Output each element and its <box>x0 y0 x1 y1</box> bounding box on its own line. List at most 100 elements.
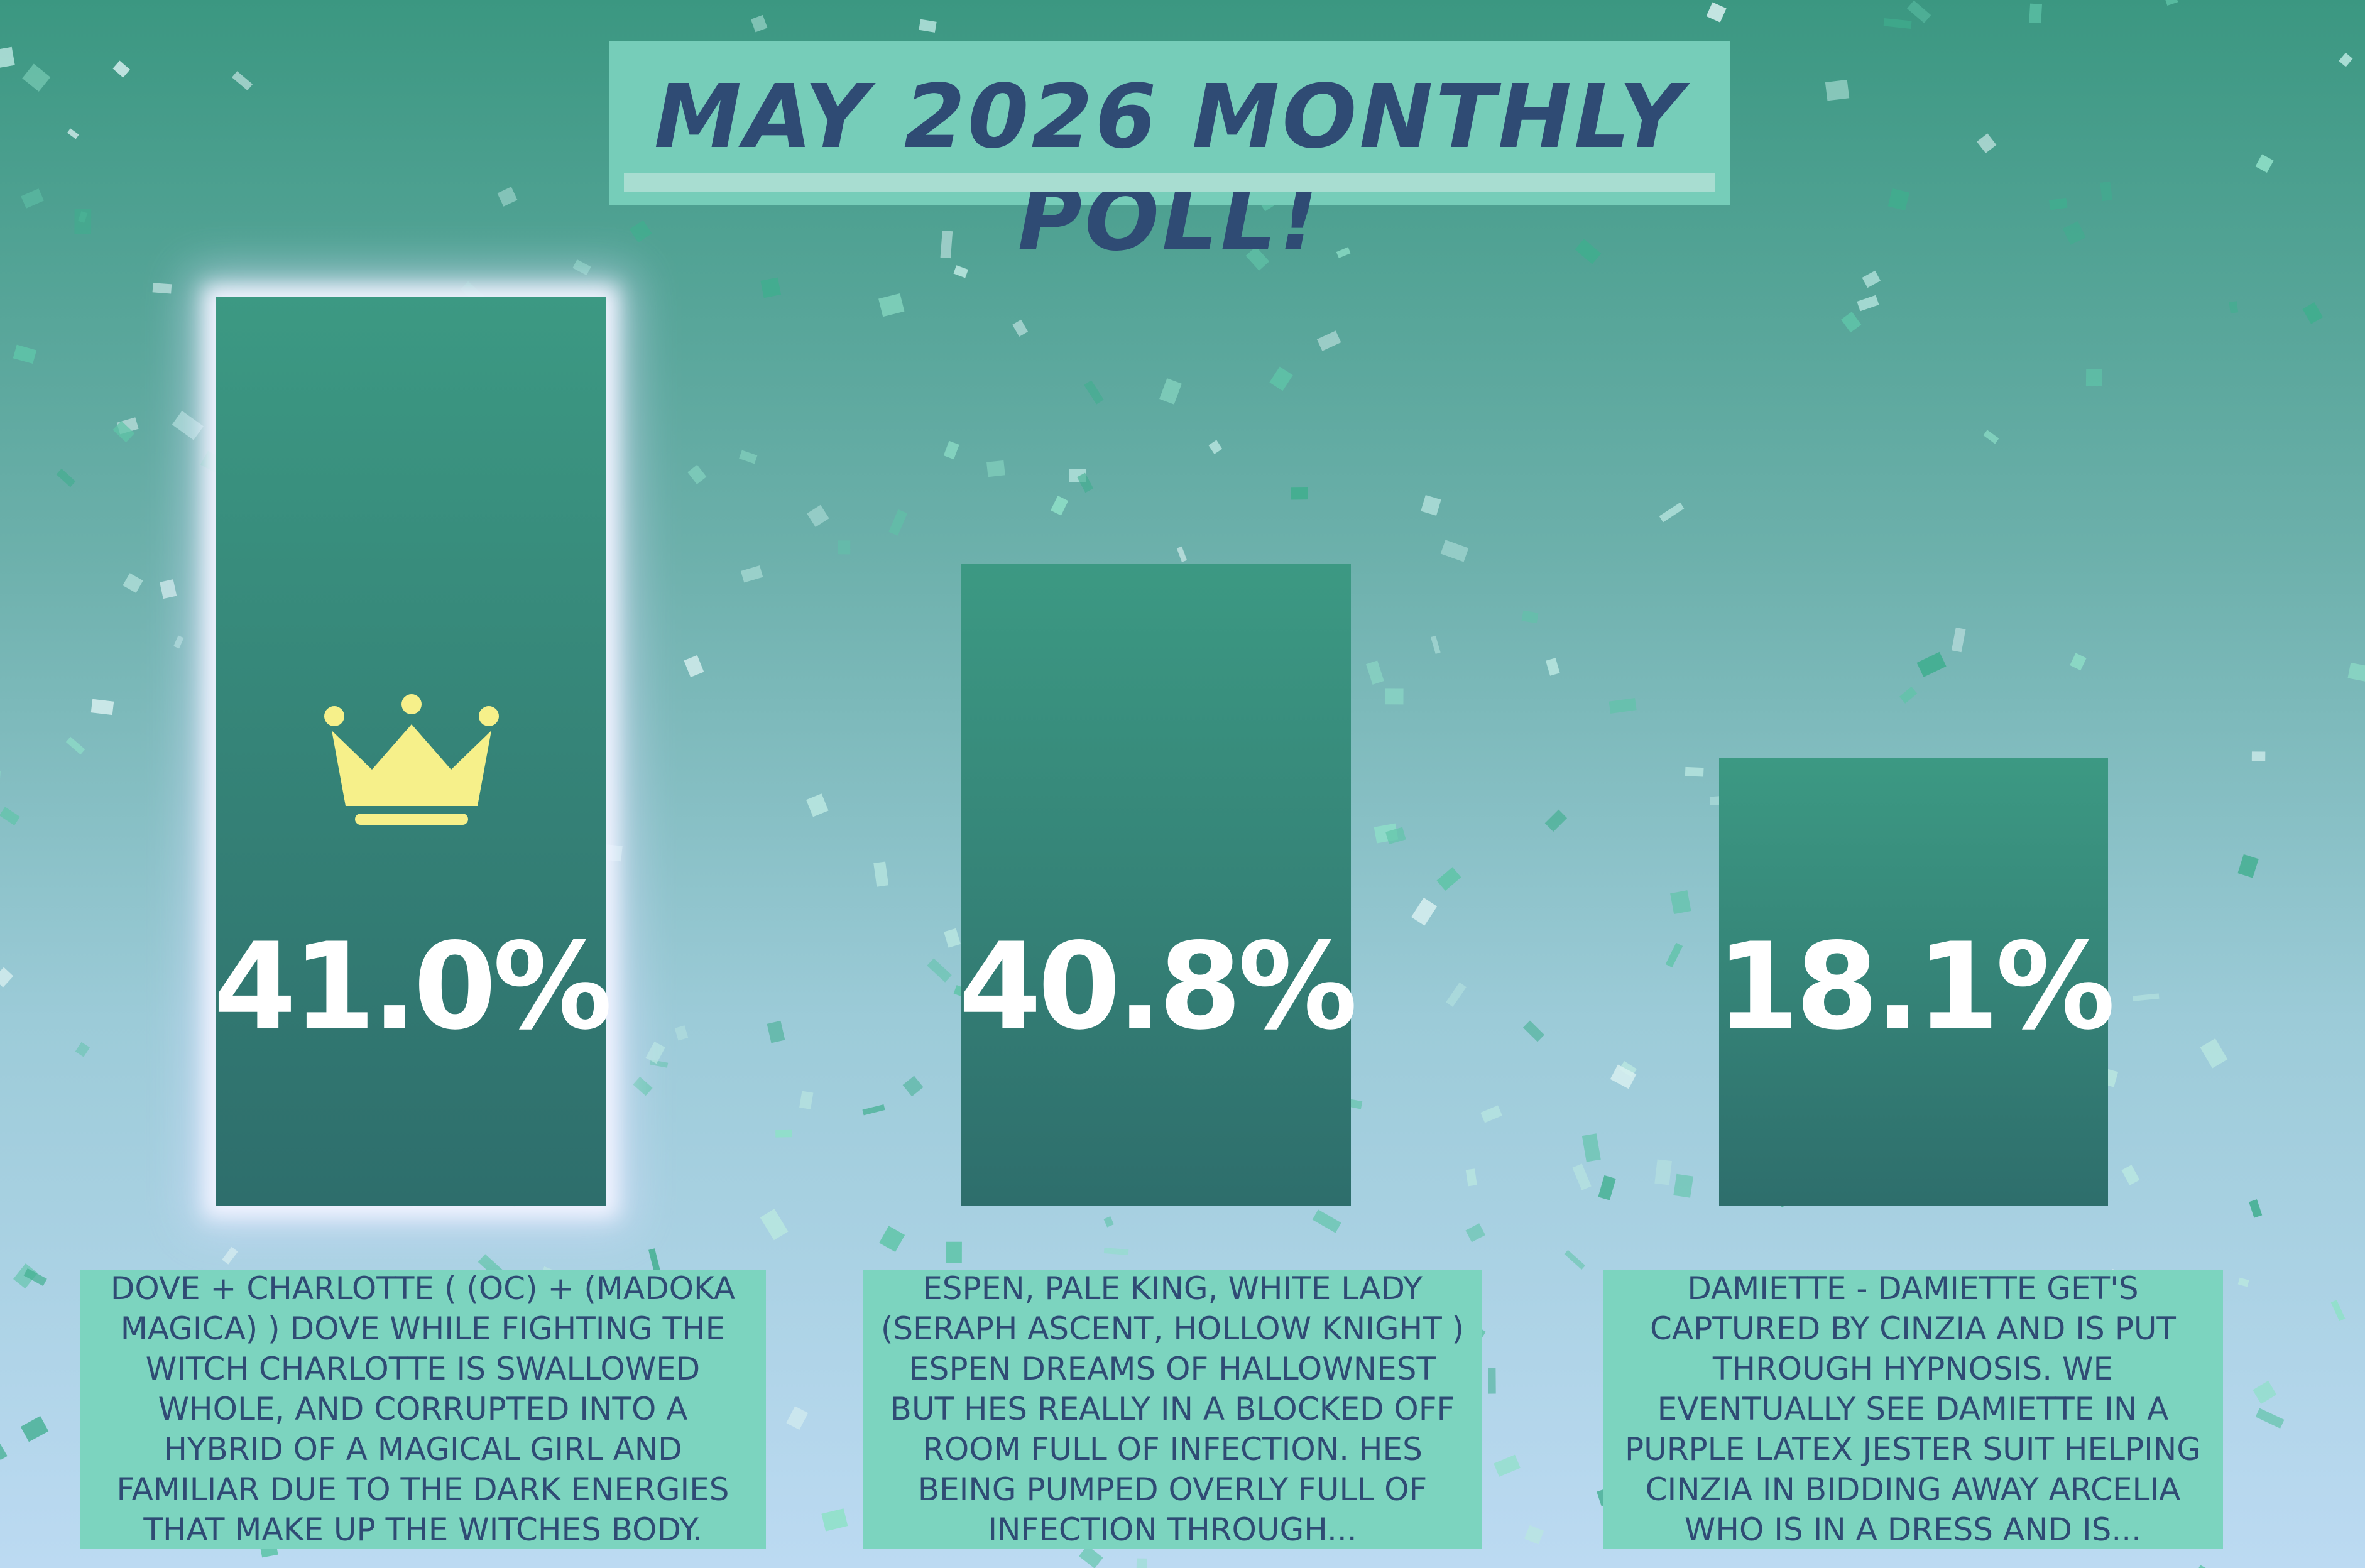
confetti-piece <box>2070 653 2087 671</box>
confetti-piece <box>674 1025 689 1041</box>
confetti-piece <box>1103 1248 1129 1255</box>
title-box: MAY 2026 MONTHLY POLL! <box>609 41 1730 271</box>
confetti-piece <box>2330 1300 2346 1322</box>
confetti-piece <box>2085 368 2102 386</box>
confetti-piece <box>67 128 79 139</box>
confetti-piece <box>1159 378 1182 405</box>
confetti-piece <box>648 1248 662 1276</box>
option-percent: 40.8% <box>958 917 1357 1056</box>
confetti-piece <box>2193 1565 2219 1568</box>
confetti-piece <box>123 573 143 593</box>
confetti-piece <box>90 699 114 716</box>
confetti-piece <box>112 420 135 443</box>
confetti-piece <box>222 1246 238 1265</box>
confetti-piece <box>1899 686 1918 704</box>
confetti-piece <box>1465 1223 1486 1243</box>
confetti-piece <box>1136 1558 1147 1568</box>
confetti-piece <box>0 807 20 825</box>
confetti-piece <box>1524 1525 1544 1545</box>
confetti-piece <box>645 1041 665 1064</box>
confetti-piece <box>760 277 782 298</box>
confetti-piece <box>2237 1277 2249 1287</box>
confetti-piece <box>2229 301 2239 313</box>
confetti-piece <box>687 464 707 484</box>
confetti-piece <box>2255 154 2274 173</box>
confetti-piece <box>807 504 829 528</box>
confetti-piece <box>750 14 768 33</box>
confetti-piece <box>1365 660 1384 685</box>
confetti-piece <box>927 958 952 983</box>
confetti-piece <box>1084 380 1104 405</box>
confetti-piece <box>56 468 76 487</box>
bar <box>961 564 1351 1206</box>
option-description: DAMIETTE - DAMIETTE GET'S CAPTURED BY CI… <box>1603 1270 2223 1549</box>
confetti-piece <box>2251 751 2266 761</box>
confetti-piece <box>497 187 518 207</box>
confetti-piece <box>2237 854 2259 878</box>
confetti-piece <box>1598 1175 1616 1200</box>
confetti-piece <box>1440 540 1469 562</box>
confetti-piece <box>2347 662 2365 682</box>
confetti-piece <box>888 509 908 536</box>
confetti-piece <box>2253 1380 2277 1404</box>
crown <box>324 694 499 825</box>
confetti-piece <box>1176 546 1188 562</box>
confetti-piece <box>1480 1105 1502 1123</box>
confetti-piece <box>953 265 969 278</box>
confetti-piece <box>760 1209 789 1241</box>
confetti-piece <box>767 1020 785 1043</box>
confetti-piece <box>629 220 652 243</box>
confetti-piece <box>2164 0 2178 6</box>
confetti-piece <box>20 1416 49 1442</box>
confetti-piece <box>940 231 953 259</box>
confetti-piece <box>2200 1038 2228 1069</box>
confetti-piece <box>1685 766 1704 777</box>
confetti-piece <box>1673 1173 1694 1198</box>
confetti-piece <box>0 1444 8 1461</box>
confetti-piece <box>1465 1168 1477 1187</box>
confetti-piece <box>13 344 37 364</box>
confetti-piece <box>1654 1159 1672 1185</box>
confetti-piece <box>1916 651 1947 677</box>
confetti-piece <box>1951 627 1966 653</box>
confetti-piece <box>1659 502 1685 523</box>
confetti-piece <box>2133 993 2160 1001</box>
confetti-piece <box>1572 1163 1592 1190</box>
confetti-piece <box>23 1268 47 1287</box>
confetti-piece <box>1857 295 1879 312</box>
confetti-piece <box>22 63 51 92</box>
confetti-piece <box>1575 239 1602 264</box>
confetti-piece <box>1706 2 1727 23</box>
confetti-piece <box>2255 1408 2285 1429</box>
confetti-piece <box>1077 472 1094 493</box>
confetti-piece <box>944 928 961 948</box>
confetti-piece <box>838 540 851 555</box>
confetti-piece <box>2339 52 2353 67</box>
confetti-piece <box>633 1076 653 1096</box>
confetti-piece <box>2302 302 2324 324</box>
confetti-piece <box>986 460 1005 477</box>
confetti-piece <box>873 861 889 887</box>
confetti-piece <box>1245 246 1270 271</box>
confetti-piece <box>1385 827 1406 845</box>
confetti-piece <box>1208 440 1223 454</box>
option-percent: 18.1% <box>1716 917 2115 1056</box>
confetti-piece <box>0 967 14 988</box>
confetti-piece <box>946 1241 962 1263</box>
confetti-piece <box>1862 270 1881 288</box>
confetti-piece <box>740 565 763 583</box>
confetti-piece <box>2048 197 2068 210</box>
confetti-piece <box>1012 319 1029 337</box>
confetti-piece <box>919 19 937 33</box>
confetti-piece <box>1983 430 1999 444</box>
confetti-piece <box>1494 1454 1521 1477</box>
option-description: DOVE + CHARLOTTE ( (OC) + (MADOKA MAGICA… <box>80 1270 766 1549</box>
confetti-piece <box>1521 610 1539 624</box>
confetti-piece <box>739 450 758 464</box>
confetti-piece <box>806 793 829 817</box>
confetti-piece <box>1312 1209 1341 1233</box>
confetti-piece <box>786 1406 809 1430</box>
confetti-piece <box>1907 0 1931 23</box>
confetti-piece <box>1581 1133 1601 1162</box>
